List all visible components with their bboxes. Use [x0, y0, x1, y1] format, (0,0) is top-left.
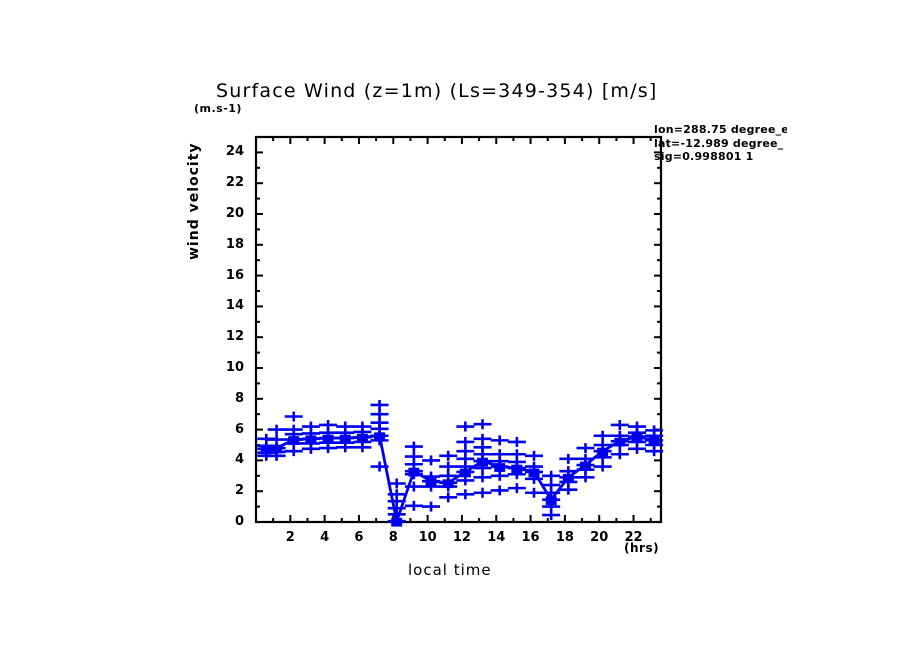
y-tick-label: 2 [234, 483, 244, 499]
mean-marker-square [288, 436, 300, 445]
mean-marker-square [339, 434, 351, 444]
mean-marker-square [648, 436, 660, 446]
mean-marker-square [322, 434, 334, 444]
y-tick-label: 14 [225, 298, 244, 314]
mean-marker-square [356, 433, 368, 443]
y-tick-label: 8 [234, 390, 244, 406]
mean-marker-square [597, 447, 609, 457]
page-title: Surface Wind (z=1m) (Ls=349-354) [m/s] [216, 80, 658, 102]
y-tick-label: 16 [225, 267, 244, 283]
x-tick-label: 18 [555, 530, 574, 545]
mean-marker-square [477, 457, 489, 467]
x-tick-label: 22 [624, 530, 643, 545]
x-tick-label: 8 [388, 530, 398, 545]
x-tick-label: 10 [418, 530, 437, 545]
mean-marker-square [374, 432, 386, 442]
mean-marker-square [271, 444, 283, 454]
x-tick-label: 6 [354, 530, 364, 545]
y-tick-label: 0 [234, 514, 244, 529]
plot-frame [254, 135, 663, 524]
annotation-lon: lon=288.75 degree_e [654, 123, 787, 136]
mean-marker-square [442, 479, 454, 489]
mean-marker-square [528, 468, 540, 478]
y-tick-label: 22 [225, 175, 244, 191]
mean-marker-square [408, 467, 420, 477]
mean-marker-square [425, 477, 437, 487]
mean-marker-square [459, 468, 471, 478]
x-tick-label: 2 [285, 530, 295, 545]
mean-marker-square [391, 517, 403, 527]
mean-marker-square [631, 433, 643, 442]
mean-marker-square [494, 463, 506, 472]
annotation-sig: sig=0.998801 1 [654, 150, 754, 163]
x-tick-label: 20 [590, 530, 609, 545]
metadata-annotation: lon=288.75 degree_e lat=-12.989 degree_ … [654, 123, 787, 164]
x-tick-label: 12 [452, 530, 471, 545]
y-tick-label: 24 [225, 144, 244, 160]
y-units-label: (m.s-1) [194, 102, 242, 115]
annotation-lat: lat=-12.989 degree_ [654, 136, 784, 150]
mean-marker-square [562, 473, 574, 483]
x-tick-label: 4 [320, 530, 330, 545]
x-tick-label: 14 [487, 530, 506, 545]
mean-marker-square [614, 437, 626, 447]
y-tick-label: 6 [234, 421, 244, 437]
x-units-label: (hrs) [624, 541, 660, 555]
x-tick-label: 16 [521, 530, 540, 545]
mean-marker-square [579, 461, 591, 471]
mean-marker-square [511, 464, 523, 474]
y-tick-label: 12 [225, 329, 244, 345]
mean-marker-square [260, 445, 272, 455]
y-tick-label: 10 [225, 360, 244, 375]
y-tick-label: 20 [225, 206, 244, 221]
mean-marker-square [305, 435, 317, 445]
y-tick-label: 4 [234, 452, 244, 468]
y-tick-label: 18 [225, 236, 244, 252]
mean-marker-square [545, 496, 557, 506]
x-axis-label: local time [408, 561, 492, 579]
